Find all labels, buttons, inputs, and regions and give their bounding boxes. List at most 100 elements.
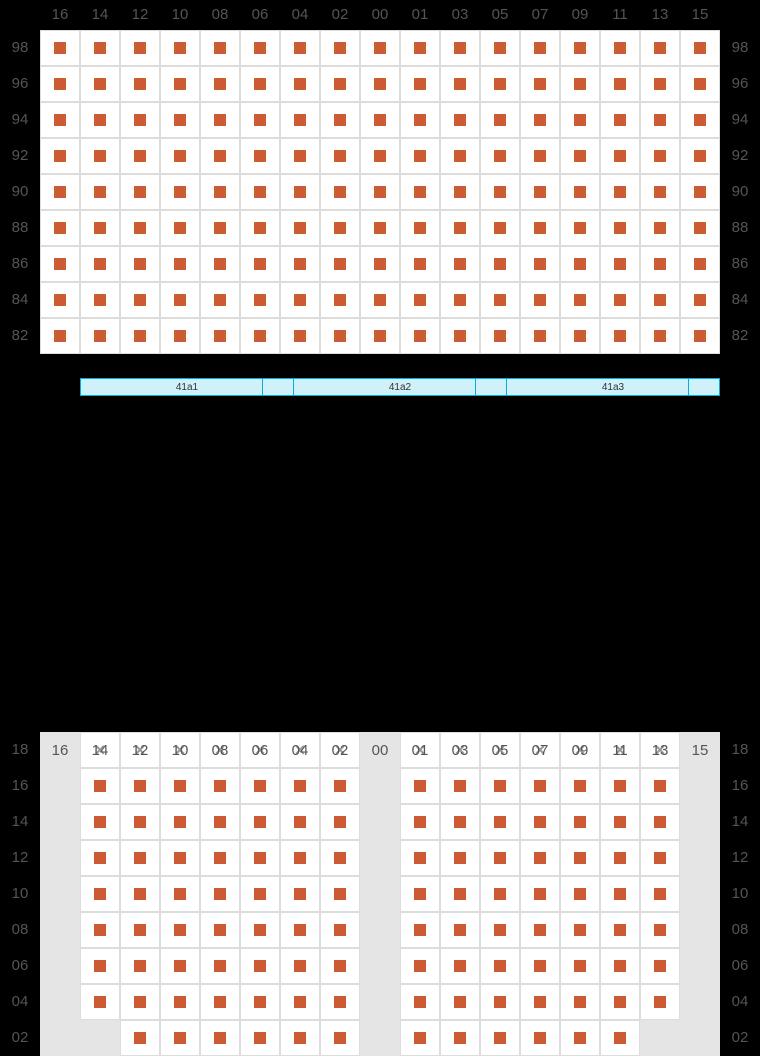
- seat-cell[interactable]: [480, 840, 520, 876]
- seat-cell[interactable]: [400, 30, 440, 66]
- seat-cell[interactable]: [560, 282, 600, 318]
- seat-cell[interactable]: [240, 210, 280, 246]
- seat-cell[interactable]: [320, 318, 360, 354]
- seat-cell[interactable]: [640, 840, 680, 876]
- seat-cell[interactable]: [280, 840, 320, 876]
- seat-cell[interactable]: [600, 282, 640, 318]
- seat-cell[interactable]: [640, 174, 680, 210]
- seat-cell[interactable]: [120, 318, 160, 354]
- seat-cell[interactable]: [440, 768, 480, 804]
- seat-cell[interactable]: [520, 174, 560, 210]
- seat-cell[interactable]: [560, 210, 600, 246]
- seat-cell[interactable]: [240, 282, 280, 318]
- seat-cell[interactable]: [360, 66, 400, 102]
- seat-cell[interactable]: [120, 876, 160, 912]
- seat-cell[interactable]: [640, 282, 680, 318]
- seat-cell[interactable]: [360, 210, 400, 246]
- seat-cell[interactable]: [440, 1020, 480, 1056]
- seat-cell[interactable]: [240, 768, 280, 804]
- seat-cell[interactable]: [400, 804, 440, 840]
- seat-cell[interactable]: [560, 246, 600, 282]
- seat-cell[interactable]: [600, 768, 640, 804]
- seat-cell[interactable]: [40, 66, 80, 102]
- seat-cell[interactable]: [200, 246, 240, 282]
- seat-cell[interactable]: [640, 912, 680, 948]
- seat-cell[interactable]: [80, 768, 120, 804]
- seat-cell[interactable]: [440, 174, 480, 210]
- seat-cell[interactable]: [400, 876, 440, 912]
- seat-cell[interactable]: [640, 210, 680, 246]
- seat-cell[interactable]: [360, 138, 400, 174]
- seat-cell[interactable]: [560, 30, 600, 66]
- seat-cell[interactable]: [120, 1020, 160, 1056]
- seat-cell[interactable]: [600, 840, 640, 876]
- seat-cell[interactable]: [160, 768, 200, 804]
- seat-cell[interactable]: [680, 138, 720, 174]
- seat-cell[interactable]: [480, 318, 520, 354]
- seat-cell[interactable]: [520, 246, 560, 282]
- seat-cell[interactable]: [600, 138, 640, 174]
- seat-cell[interactable]: [200, 876, 240, 912]
- seat-cell[interactable]: [400, 66, 440, 102]
- seat-cell[interactable]: [680, 282, 720, 318]
- seat-cell[interactable]: [320, 102, 360, 138]
- seat-cell[interactable]: [360, 246, 400, 282]
- seat-cell[interactable]: [200, 282, 240, 318]
- seat-cell[interactable]: [560, 876, 600, 912]
- seat-cell[interactable]: [560, 948, 600, 984]
- seat-cell[interactable]: [480, 912, 520, 948]
- seat-cell[interactable]: [480, 984, 520, 1020]
- seat-cell[interactable]: [440, 984, 480, 1020]
- seat-cell[interactable]: [440, 66, 480, 102]
- seat-cell[interactable]: [160, 804, 200, 840]
- seat-cell[interactable]: [80, 138, 120, 174]
- seat-cell[interactable]: [320, 174, 360, 210]
- seat-cell[interactable]: [560, 1020, 600, 1056]
- seat-cell[interactable]: [600, 66, 640, 102]
- seat-cell[interactable]: [320, 768, 360, 804]
- seat-cell[interactable]: [600, 246, 640, 282]
- seat-cell[interactable]: [360, 30, 400, 66]
- seat-cell[interactable]: [680, 246, 720, 282]
- seat-cell[interactable]: [160, 912, 200, 948]
- seat-cell[interactable]: [640, 30, 680, 66]
- seat-cell[interactable]: [600, 804, 640, 840]
- seat-cell[interactable]: [400, 318, 440, 354]
- segment[interactable]: 41a1: [80, 378, 294, 396]
- seat-cell[interactable]: [440, 840, 480, 876]
- seat-cell[interactable]: [560, 102, 600, 138]
- seat-cell[interactable]: [640, 138, 680, 174]
- seat-cell[interactable]: [200, 912, 240, 948]
- seat-cell[interactable]: [440, 912, 480, 948]
- seat-cell[interactable]: [40, 102, 80, 138]
- seat-cell[interactable]: [80, 30, 120, 66]
- seat-cell[interactable]: [160, 246, 200, 282]
- seat-cell[interactable]: [480, 804, 520, 840]
- seat-cell[interactable]: [240, 66, 280, 102]
- seat-cell[interactable]: [480, 174, 520, 210]
- seat-cell[interactable]: [480, 210, 520, 246]
- seat-cell[interactable]: [520, 1020, 560, 1056]
- seat-cell[interactable]: [160, 840, 200, 876]
- seat-cell[interactable]: [120, 840, 160, 876]
- seat-cell[interactable]: [320, 210, 360, 246]
- seat-cell[interactable]: [520, 948, 560, 984]
- seat-cell[interactable]: [600, 876, 640, 912]
- seat-cell[interactable]: [160, 30, 200, 66]
- seat-cell[interactable]: [640, 804, 680, 840]
- seat-cell[interactable]: [520, 66, 560, 102]
- seat-cell[interactable]: [240, 840, 280, 876]
- seat-cell[interactable]: [200, 30, 240, 66]
- seat-cell[interactable]: [200, 210, 240, 246]
- seat-cell[interactable]: [600, 912, 640, 948]
- seat-cell[interactable]: [200, 102, 240, 138]
- seat-cell[interactable]: [200, 318, 240, 354]
- seat-cell[interactable]: [120, 804, 160, 840]
- seat-cell[interactable]: [360, 318, 400, 354]
- seat-cell[interactable]: [440, 210, 480, 246]
- seat-cell[interactable]: [320, 876, 360, 912]
- seat-cell[interactable]: [560, 804, 600, 840]
- seat-cell[interactable]: [280, 912, 320, 948]
- seat-cell[interactable]: [480, 246, 520, 282]
- seat-cell[interactable]: [400, 1020, 440, 1056]
